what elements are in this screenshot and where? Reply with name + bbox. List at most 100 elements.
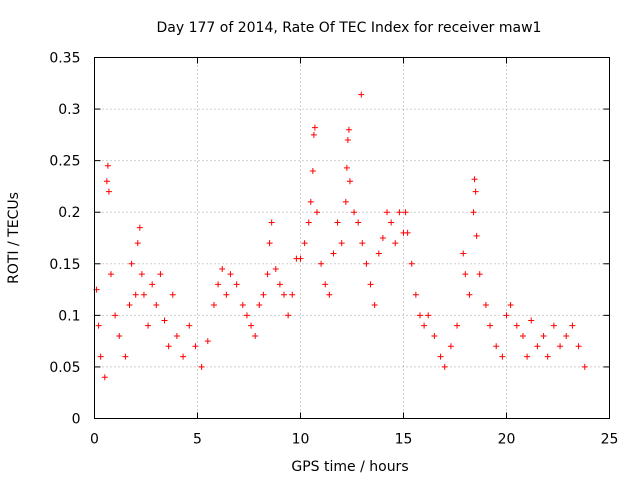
data-point	[272, 265, 279, 272]
data-point	[402, 209, 409, 216]
data-point	[313, 209, 320, 216]
data-point	[462, 271, 469, 278]
data-point	[471, 176, 478, 183]
data-point	[132, 291, 139, 298]
data-point	[140, 291, 147, 298]
data-points	[93, 91, 588, 381]
data-point	[355, 219, 362, 226]
data-point	[550, 322, 557, 329]
x-tick-labels: 0 5 10 15 20 25	[90, 432, 618, 448]
data-point	[318, 260, 325, 267]
data-point	[128, 260, 135, 267]
data-point	[173, 332, 180, 339]
data-point	[540, 332, 547, 339]
data-point	[145, 322, 152, 329]
data-point	[396, 209, 403, 216]
data-point	[153, 302, 160, 309]
data-point	[528, 317, 535, 324]
data-point	[557, 343, 564, 350]
data-point	[425, 312, 432, 319]
data-point	[297, 255, 304, 262]
data-point	[392, 240, 399, 247]
data-point	[379, 235, 386, 241]
y-axis-label: ROTI / TECUs	[6, 192, 22, 284]
data-point	[344, 137, 351, 144]
data-point	[544, 353, 551, 360]
y-tick-label: 0.2	[58, 205, 80, 221]
data-point	[367, 281, 374, 288]
data-point	[149, 281, 156, 288]
data-point	[575, 343, 582, 350]
data-point	[198, 363, 205, 370]
data-point	[503, 312, 510, 319]
data-point	[165, 343, 172, 350]
data-point	[342, 198, 349, 205]
data-point	[95, 322, 102, 329]
y-tick-label: 0.15	[49, 257, 80, 273]
data-point	[126, 302, 133, 309]
data-point	[285, 312, 292, 319]
data-point	[346, 178, 353, 185]
data-point	[388, 219, 395, 226]
data-point	[307, 198, 314, 205]
data-point	[447, 343, 454, 350]
data-point	[239, 302, 246, 309]
data-point	[454, 322, 461, 329]
data-point	[460, 250, 467, 257]
x-tick-label: 15	[395, 432, 413, 448]
data-point	[301, 240, 308, 247]
data-point	[371, 302, 378, 309]
data-point	[470, 209, 477, 216]
data-point	[116, 332, 123, 339]
data-point	[248, 322, 255, 329]
data-point	[466, 291, 473, 298]
data-point	[534, 343, 541, 350]
data-point	[192, 343, 199, 350]
plot-frame	[94, 57, 610, 419]
data-point	[266, 240, 273, 247]
data-point	[104, 162, 111, 169]
data-point	[122, 353, 129, 360]
data-point	[563, 332, 570, 339]
data-point	[476, 271, 483, 278]
data-point	[180, 353, 187, 360]
data-point	[358, 91, 365, 98]
data-point	[264, 271, 271, 278]
x-tick-label: 20	[498, 432, 516, 448]
data-point	[289, 291, 296, 298]
data-point	[404, 229, 411, 236]
y-tick-label: 0.25	[49, 154, 80, 170]
data-point	[441, 363, 448, 370]
data-point	[363, 260, 370, 267]
data-point	[338, 240, 345, 247]
data-point	[97, 353, 104, 360]
y-tick-label: 0.1	[58, 308, 80, 324]
data-point	[219, 265, 226, 272]
data-point	[256, 302, 263, 309]
data-point	[330, 250, 337, 257]
data-point	[112, 312, 119, 319]
data-point	[243, 312, 250, 319]
data-point	[431, 332, 438, 339]
data-point	[305, 219, 312, 226]
data-point	[412, 291, 419, 298]
data-point	[487, 322, 494, 329]
data-point	[252, 332, 259, 339]
data-point	[581, 363, 588, 370]
y-tick-label: 0.05	[49, 360, 80, 376]
data-point	[227, 271, 234, 278]
data-point	[326, 291, 333, 298]
data-point	[169, 291, 176, 298]
data-point	[260, 291, 267, 298]
data-point	[215, 281, 222, 288]
data-point	[233, 281, 240, 288]
data-point	[105, 188, 112, 195]
data-point	[482, 302, 489, 309]
data-point	[334, 219, 341, 226]
y-tick-label: 0.3	[58, 102, 80, 118]
data-point	[268, 219, 275, 226]
data-point	[375, 250, 382, 257]
x-tick-label: 0	[90, 432, 99, 448]
data-point	[437, 353, 444, 360]
